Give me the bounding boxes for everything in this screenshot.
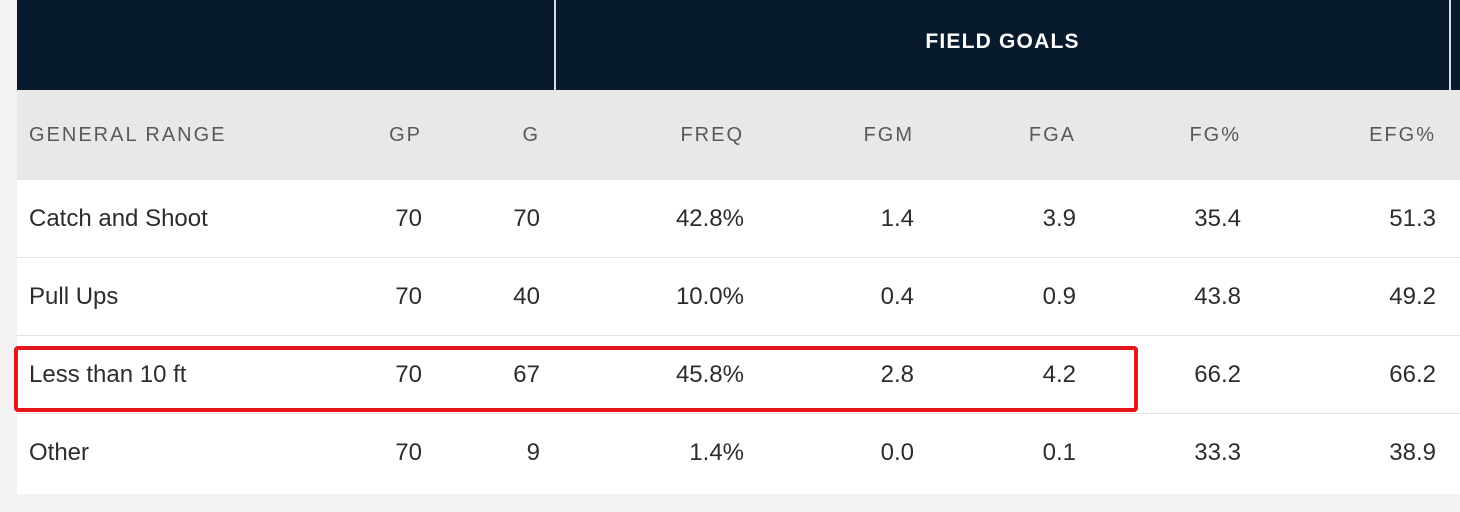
- column-header-gp[interactable]: GP: [389, 124, 422, 146]
- cell-freq: 42.8%: [675, 205, 744, 232]
- cell-fg-percent: 66.2: [1194, 361, 1241, 388]
- cell-gp: 70: [395, 283, 422, 310]
- cell-fga: 3.9: [1042, 205, 1076, 232]
- header-divider: [554, 0, 556, 90]
- cell-fg-percent: 33.3: [1194, 439, 1241, 466]
- column-header-freq[interactable]: FREQ: [680, 124, 744, 146]
- cell-efg-percent: 66.2: [1389, 361, 1436, 388]
- cell-freq: 10.0%: [675, 283, 744, 310]
- column-header-row: GENERAL RANGE GP G FREQ FGM FGA FG% EFG%: [17, 90, 1460, 180]
- cell-efg-percent: 38.9: [1389, 439, 1436, 466]
- column-header-fgm[interactable]: FGM: [863, 124, 914, 146]
- cell-fg-percent: 35.4: [1194, 205, 1241, 232]
- cell-efg-percent: 49.2: [1389, 283, 1436, 310]
- column-header-general-range[interactable]: GENERAL RANGE: [29, 124, 227, 146]
- cell-general-range: Catch and Shoot: [29, 205, 208, 232]
- table-row: Catch and Shoot 70 70 42.8% 1.4 3.9 35.4…: [17, 180, 1460, 258]
- header-divider: [1449, 0, 1451, 90]
- table-row: Other 70 9 1.4% 0.0 0.1 33.3 38.9: [17, 414, 1460, 494]
- cell-general-range: Pull Ups: [29, 283, 119, 310]
- cell-fg-percent: 43.8: [1194, 283, 1241, 310]
- cell-gp: 70: [395, 205, 422, 232]
- cell-general-range: Less than 10 ft: [29, 361, 187, 388]
- cell-g: 9: [526, 439, 540, 466]
- cell-gp: 70: [395, 439, 422, 466]
- shooting-stats-table: FIELD GOALS GENERAL RANGE GP G FREQ FGM …: [17, 0, 1460, 494]
- cell-g: 67: [513, 361, 540, 388]
- cell-general-range: Other: [29, 439, 90, 466]
- cell-fgm: 2.8: [880, 361, 914, 388]
- cell-fgm: 1.4: [880, 205, 914, 232]
- group-header-row: FIELD GOALS: [17, 0, 1460, 90]
- cell-fga: 4.2: [1042, 361, 1076, 388]
- cell-g: 70: [513, 205, 540, 232]
- cell-gp: 70: [395, 361, 422, 388]
- cell-fga: 0.1: [1042, 439, 1076, 466]
- cell-efg-percent: 51.3: [1389, 205, 1436, 232]
- column-header-efg-percent[interactable]: EFG%: [1369, 124, 1436, 146]
- field-goals-group-header: FIELD GOALS: [925, 30, 1080, 53]
- cell-fga: 0.9: [1042, 283, 1076, 310]
- cell-g: 40: [513, 283, 540, 310]
- cell-freq: 1.4%: [689, 439, 744, 466]
- cell-fgm: 0.0: [880, 439, 914, 466]
- column-header-fga[interactable]: FGA: [1028, 124, 1076, 146]
- table-row: Pull Ups 70 40 10.0% 0.4 0.9 43.8 49.2: [17, 258, 1460, 336]
- column-header-fg-percent[interactable]: FG%: [1189, 124, 1241, 146]
- table-row: Less than 10 ft 70 67 45.8% 2.8 4.2 66.2…: [17, 336, 1460, 414]
- cell-freq: 45.8%: [675, 361, 744, 388]
- column-header-g[interactable]: G: [522, 124, 540, 146]
- cell-fgm: 0.4: [880, 283, 914, 310]
